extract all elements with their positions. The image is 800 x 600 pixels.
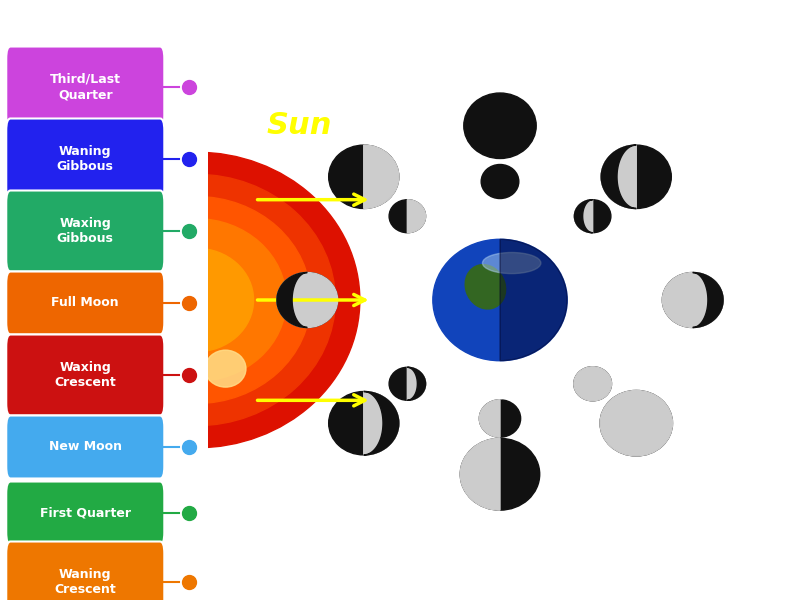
Circle shape — [460, 439, 540, 510]
Circle shape — [329, 392, 398, 455]
Circle shape — [662, 272, 723, 328]
Circle shape — [574, 200, 611, 233]
Circle shape — [389, 367, 426, 400]
Circle shape — [277, 272, 338, 328]
Circle shape — [464, 93, 536, 158]
Circle shape — [277, 272, 338, 328]
Circle shape — [433, 239, 567, 361]
Polygon shape — [364, 392, 398, 455]
Circle shape — [82, 197, 310, 403]
Polygon shape — [407, 200, 426, 233]
Circle shape — [106, 218, 286, 382]
Ellipse shape — [482, 253, 541, 274]
Circle shape — [479, 400, 521, 437]
FancyBboxPatch shape — [6, 46, 164, 127]
Circle shape — [33, 152, 360, 448]
Polygon shape — [479, 400, 500, 437]
Circle shape — [205, 350, 246, 387]
Polygon shape — [693, 272, 723, 328]
Circle shape — [600, 391, 673, 456]
Circle shape — [139, 248, 254, 352]
Polygon shape — [407, 367, 426, 400]
Polygon shape — [407, 367, 426, 400]
FancyBboxPatch shape — [6, 481, 164, 545]
Circle shape — [558, 229, 578, 248]
Text: Waning
Gibbous: Waning Gibbous — [57, 145, 114, 173]
Circle shape — [602, 145, 671, 208]
FancyBboxPatch shape — [6, 191, 164, 271]
Text: Sun: Sun — [266, 111, 332, 140]
Circle shape — [329, 145, 398, 208]
FancyBboxPatch shape — [6, 541, 164, 600]
Polygon shape — [460, 439, 500, 510]
FancyBboxPatch shape — [6, 415, 164, 479]
Circle shape — [481, 164, 519, 199]
Circle shape — [600, 391, 673, 456]
Ellipse shape — [465, 265, 506, 309]
Circle shape — [389, 200, 426, 233]
Polygon shape — [602, 145, 636, 208]
Circle shape — [574, 367, 611, 401]
FancyBboxPatch shape — [6, 271, 164, 335]
FancyBboxPatch shape — [6, 118, 164, 199]
Text: New Moon: New Moon — [49, 440, 122, 454]
Polygon shape — [277, 272, 307, 328]
Circle shape — [487, 376, 513, 399]
Circle shape — [558, 352, 578, 371]
Polygon shape — [602, 145, 636, 208]
Text: Waxing
Gibbous: Waxing Gibbous — [57, 217, 114, 245]
Wedge shape — [500, 239, 567, 361]
Text: Third/Last
Quarter: Third/Last Quarter — [50, 73, 121, 101]
Circle shape — [490, 203, 510, 223]
Polygon shape — [364, 392, 398, 455]
Circle shape — [433, 239, 567, 361]
Text: First Quarter: First Quarter — [40, 506, 130, 520]
Text: Waxing
Crescent: Waxing Crescent — [54, 361, 116, 389]
Circle shape — [422, 352, 442, 371]
Circle shape — [662, 272, 723, 328]
Circle shape — [422, 229, 442, 248]
Text: Waning
Crescent: Waning Crescent — [54, 568, 116, 596]
Circle shape — [574, 367, 611, 401]
Circle shape — [433, 239, 567, 361]
Polygon shape — [574, 200, 593, 233]
FancyBboxPatch shape — [6, 335, 164, 415]
Circle shape — [58, 175, 335, 425]
Circle shape — [433, 239, 567, 361]
Text: Full Moon: Full Moon — [51, 296, 119, 310]
Polygon shape — [574, 200, 593, 233]
Polygon shape — [364, 145, 398, 208]
